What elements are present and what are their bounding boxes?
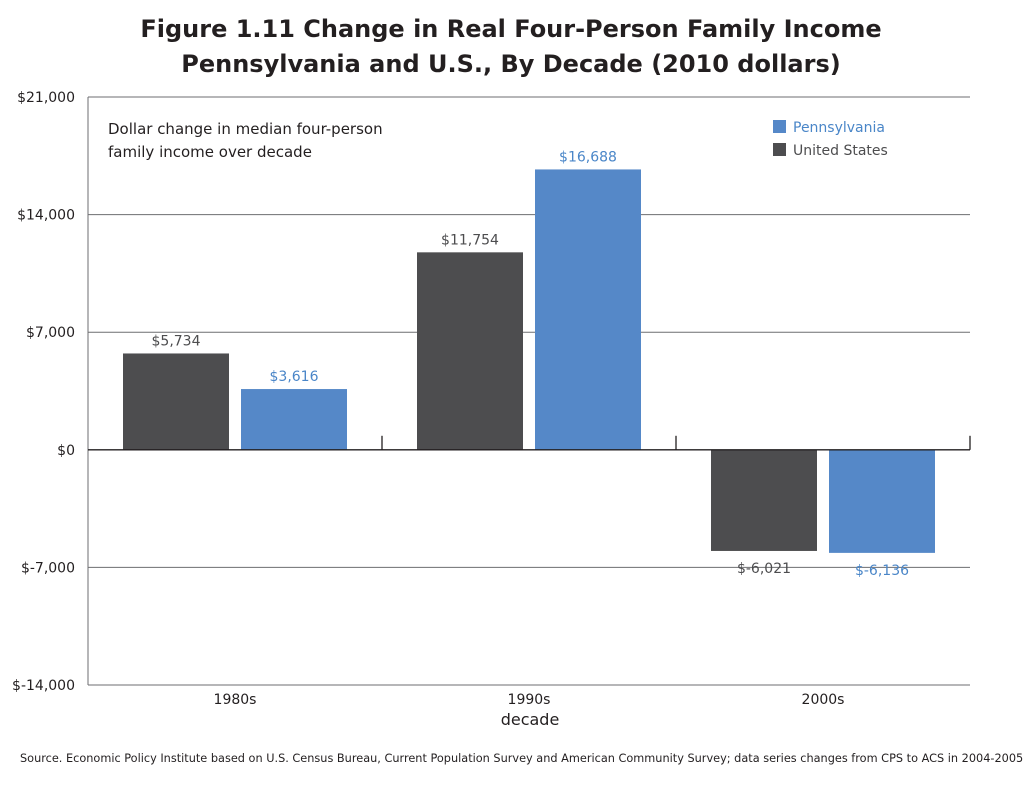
legend-label: United States (793, 143, 888, 159)
data-label: $-6,136 (855, 563, 909, 579)
legend-label: Pennsylvania (793, 120, 885, 136)
bar-pennsylvania-1980s (241, 389, 347, 450)
legend-swatch (773, 143, 786, 156)
data-label: $5,734 (152, 333, 201, 349)
y-tick-label: $-14,000 (12, 678, 75, 694)
bar-united-states-2000s (711, 449, 817, 551)
axes: $21,000 $14,000 $7,000 $0 $-7,000 $-14,000 198… (12, 90, 971, 708)
legend-swatch (773, 120, 786, 133)
x-tick-label: 1990s (508, 692, 551, 708)
chart-title-line-2: Pennsylvania and U.S., By Decade (2010 d… (181, 50, 840, 78)
annotation-line-2: family income over decade (108, 143, 312, 161)
bar-united-states-1990s (417, 252, 523, 450)
annotation-line-1: Dollar change in median four-person (108, 120, 383, 138)
x-axis-title: decade (501, 710, 560, 729)
legend: Pennsylvania United States (773, 120, 888, 159)
bar-pennsylvania-1990s (535, 169, 641, 450)
bar-pennsylvania-2000s (829, 449, 935, 553)
x-tick-label: 1980s (214, 692, 257, 708)
y-tick-label: $14,000 (17, 208, 75, 224)
data-label: $16,688 (559, 149, 617, 165)
source-note: Source. Economic Policy Institute based … (20, 752, 1023, 765)
x-tick-label: 2000s (802, 692, 845, 708)
data-label: $3,616 (270, 369, 319, 385)
y-tick-label: $21,000 (17, 90, 75, 106)
y-tick-label: $0 (57, 443, 75, 459)
y-tick-label: $-7,000 (21, 560, 75, 576)
bars (123, 169, 935, 553)
data-label: $11,754 (441, 232, 499, 248)
data-label: $-6,021 (737, 561, 791, 577)
chart-title-line-1: Figure 1.11 Change in Real Four-Person F… (140, 15, 881, 43)
data-labels: $5,734 $3,616 $11,754 $16,688 $-6,021 $-6,136 (152, 149, 910, 578)
bar-united-states-1980s (123, 353, 229, 450)
y-tick-label: $7,000 (26, 325, 75, 341)
